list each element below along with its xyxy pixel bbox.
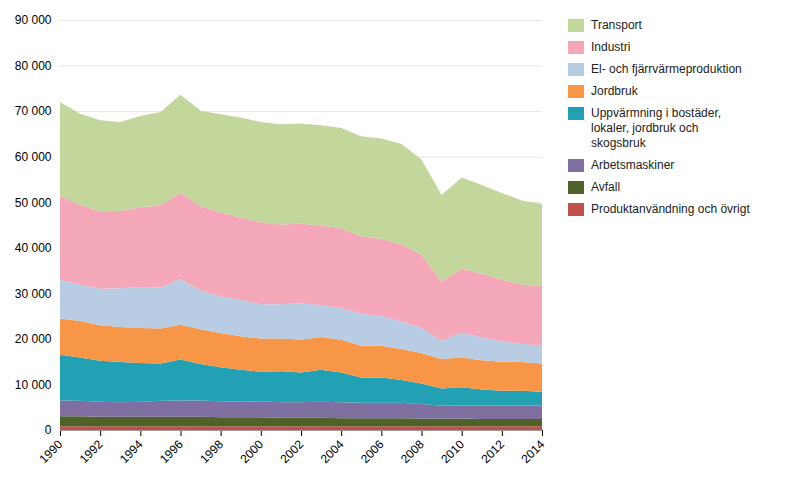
svg-text:70 000: 70 000 xyxy=(15,104,52,118)
svg-text:1990: 1990 xyxy=(37,437,66,466)
svg-text:1994: 1994 xyxy=(117,437,146,466)
svg-text:80 000: 80 000 xyxy=(15,59,52,73)
html-text:Arbetsmaskiner: Arbetsmaskiner xyxy=(591,158,675,172)
svg-text:60 000: 60 000 xyxy=(15,150,52,164)
svg-text:90 000: 90 000 xyxy=(15,13,52,27)
svg-text:40 000: 40 000 xyxy=(15,241,52,255)
svg-text:2000: 2000 xyxy=(237,437,266,466)
svg-text:1998: 1998 xyxy=(197,437,226,466)
html-text:Produktanvändning och övrigt: Produktanvändning och övrigt xyxy=(591,202,750,216)
html-text:Industri: Industri xyxy=(591,40,631,54)
html-text:Transport: Transport xyxy=(591,18,642,32)
svg-text:2010: 2010 xyxy=(438,437,467,466)
svg-text:2006: 2006 xyxy=(358,437,387,466)
svg-text:2014: 2014 xyxy=(519,437,548,466)
svg-text:30 000: 30 000 xyxy=(15,287,52,301)
svg-text:2002: 2002 xyxy=(278,437,307,466)
svg-text:2012: 2012 xyxy=(478,437,507,466)
svg-text:1992: 1992 xyxy=(77,437,106,466)
html-text:El- och fjärrvärmeproduktion: El- och fjärrvärmeproduktion xyxy=(591,62,742,76)
html-text:Jordbruk: Jordbruk xyxy=(591,84,638,98)
html-text:Avfall: Avfall xyxy=(591,180,621,194)
svg-text:2008: 2008 xyxy=(398,437,427,466)
svg-text:0: 0 xyxy=(45,423,52,437)
svg-text:50 000: 50 000 xyxy=(15,196,52,210)
html-text:Uppvärmning i bostäder, lokale: Uppvärmning i bostäder, lokaler, jordbru… xyxy=(591,106,722,150)
svg-text:1996: 1996 xyxy=(157,437,186,466)
svg-text:2004: 2004 xyxy=(318,437,347,466)
svg-text:10 000: 10 000 xyxy=(15,378,52,392)
svg-text:20 000: 20 000 xyxy=(15,332,52,346)
